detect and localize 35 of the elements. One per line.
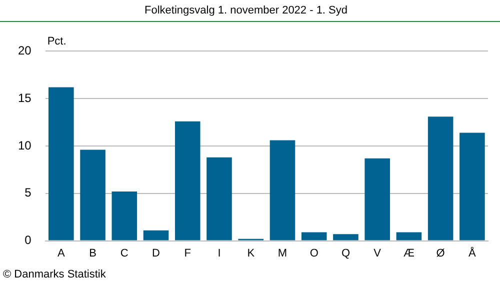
x-tick-label: K <box>247 247 256 260</box>
y-tick-label: 0 <box>24 233 32 248</box>
bar <box>333 234 358 240</box>
x-tick-label: M <box>278 247 288 260</box>
x-tick-label: Q <box>341 247 350 260</box>
x-tick-label: V <box>374 247 382 260</box>
bar <box>428 116 454 240</box>
bar <box>80 150 106 240</box>
bar <box>48 87 74 240</box>
bar <box>460 132 485 240</box>
x-tick-label: D <box>152 247 160 260</box>
y-tick-label: 5 <box>24 186 32 200</box>
bar <box>206 157 232 240</box>
chart-title: Folketingsvalg 1. november 2022 - 1. Syd <box>144 4 348 17</box>
y-tick-label: 20 <box>18 44 32 58</box>
bar <box>143 230 169 240</box>
bar <box>112 192 138 240</box>
x-tick-label: C <box>120 247 128 260</box>
x-tick-label: A <box>57 247 66 260</box>
x-tick-label: F <box>184 247 192 260</box>
bar <box>364 158 390 240</box>
x-tick-label: Å <box>468 246 477 260</box>
y-axis-title: Pct. <box>47 36 66 48</box>
bar <box>301 232 327 240</box>
x-tick-label: Æ <box>403 247 414 260</box>
bar <box>270 140 296 240</box>
bar <box>396 232 422 240</box>
x-tick-label: B <box>89 247 96 260</box>
y-tick-label: 15 <box>18 90 32 105</box>
bar <box>174 121 200 240</box>
y-tick-label: 10 <box>18 138 32 152</box>
x-tick-label: I <box>218 247 221 260</box>
text: © Danmarks Statistik <box>3 268 106 281</box>
x-tick-label: O <box>310 247 319 260</box>
x-tick-label: Ø <box>436 247 446 260</box>
